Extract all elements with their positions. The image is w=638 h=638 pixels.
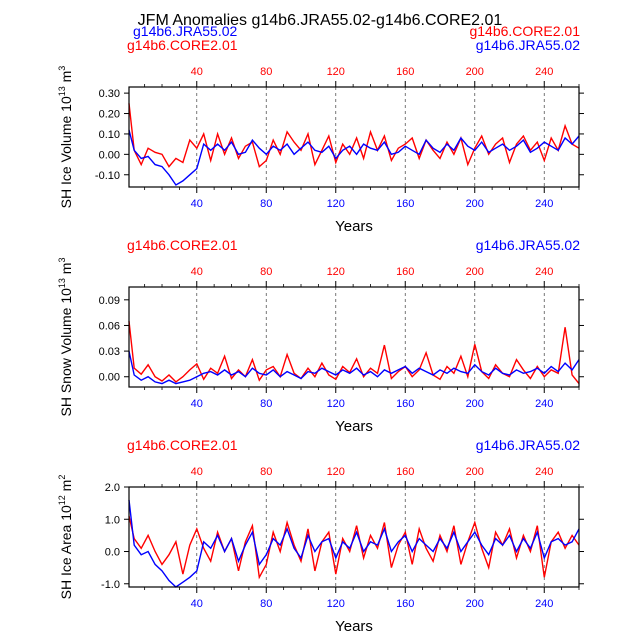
legend-right-0: g14b6.JRA55.02 [476, 437, 581, 453]
x-axis-label: Years [335, 618, 373, 635]
x-tick-label-bottom: 120 [327, 398, 345, 410]
x-tick-label-bottom: 160 [396, 198, 414, 210]
y-tick-label: 0.00 [99, 372, 120, 384]
x-tick-label-top: 80 [260, 66, 272, 78]
x-tick-label-bottom: 200 [466, 598, 484, 610]
legend-left-0: g14b6.CORE2.01 [127, 437, 238, 453]
legend-left-0: g14b6.JRA55.02 [133, 23, 238, 39]
y-tick-label: 0.09 [99, 295, 120, 307]
y-tick-label: 1.0 [105, 514, 120, 526]
plot-frame [128, 86, 580, 188]
x-tick-label-bottom: 120 [327, 198, 345, 210]
plot-frame [128, 286, 580, 388]
legend-right-0: g14b6.JRA55.02 [476, 237, 581, 253]
x-tick-label-top: 160 [396, 266, 414, 278]
y-tick-label: 0.0 [105, 547, 120, 559]
plot-frame [128, 486, 580, 588]
x-tick-label-bottom: 40 [191, 398, 203, 410]
x-tick-label-top: 40 [191, 66, 203, 78]
y-axis-label-unit: m [58, 480, 74, 496]
x-tick-label-top: 160 [396, 466, 414, 478]
y-axis-label-unit: m [58, 71, 74, 87]
series-line-g14b6-jra55-02 [128, 499, 580, 588]
y-tick-label: 0.10 [99, 129, 120, 141]
legend-right-1: g14b6.JRA55.02 [476, 37, 581, 53]
series-line-g14b6-jra55-02 [128, 350, 580, 385]
x-tick-label-bottom: 80 [260, 198, 272, 210]
y-axis-label: SH Snow Volume 1013 m3 [57, 258, 74, 417]
x-tick-label-bottom: 160 [396, 598, 414, 610]
ice-volume-panel: -0.10 0.00 0.10 0.20 0.30 40 40 80 80 120 120 160 16… [57, 23, 584, 235]
x-tick-label-bottom: 120 [327, 598, 345, 610]
x-tick-label-bottom: 240 [535, 598, 553, 610]
y-axis-label-unit-exponent: 3 [57, 66, 67, 71]
y-axis-label-exponent: 13 [57, 86, 67, 96]
x-tick-label-top: 200 [466, 466, 484, 478]
y-tick-label: 0.00 [99, 149, 120, 161]
x-axis-label: Years [335, 418, 373, 435]
x-tick-label-top: 200 [466, 66, 484, 78]
legend-left-0: g14b6.CORE2.01 [127, 237, 238, 253]
ice-area-panel: -1.0 0.0 1.0 2.0 40 40 80 80 120 120 160 160 200 200 2… [57, 437, 584, 635]
y-tick-label: 0.03 [99, 346, 120, 358]
x-tick-label-bottom: 40 [191, 198, 203, 210]
x-tick-label-bottom: 200 [466, 398, 484, 410]
y-axis-label-unit-exponent: 2 [57, 475, 67, 480]
figure-title: JFM Anomalies g14b6.JRA55.02-g14b6.CORE2… [138, 12, 503, 29]
x-tick-label-top: 120 [327, 66, 345, 78]
y-tick-label: 2.0 [105, 482, 120, 494]
x-tick-label-top: 80 [260, 466, 272, 478]
y-axis-label-exponent: 13 [57, 278, 67, 288]
x-tick-label-top: 240 [535, 466, 553, 478]
y-axis-label: SH Ice Area 1012 m2 [57, 475, 74, 600]
x-tick-label-bottom: 240 [535, 398, 553, 410]
x-tick-label-bottom: 160 [396, 398, 414, 410]
y-axis-label: SH Ice Volume 1013 m3 [57, 66, 74, 209]
legend-right-0: g14b6.CORE2.01 [469, 23, 580, 39]
x-tick-label-top: 120 [327, 266, 345, 278]
x-tick-label-top: 240 [535, 266, 553, 278]
y-axis-label-text: SH Ice Volume 10 [58, 96, 74, 208]
x-tick-label-bottom: 80 [260, 398, 272, 410]
x-tick-label-bottom: 240 [535, 198, 553, 210]
series-line-g14b6-jra55-02 [128, 129, 580, 186]
x-tick-label-top: 40 [191, 466, 203, 478]
x-tick-label-top: 200 [466, 266, 484, 278]
y-tick-label: 0.30 [99, 88, 120, 100]
x-tick-label-top: 40 [191, 266, 203, 278]
y-tick-label: 0.20 [99, 109, 120, 121]
snow-volume-panel: 0.00 0.03 0.06 0.09 40 40 80 80 120 120 160 160 200 2… [57, 237, 584, 435]
y-axis-label-unit: m [58, 263, 74, 279]
panels: -0.10 0.00 0.10 0.20 0.30 40 40 80 80 120 120 160 16… [57, 23, 584, 635]
y-axis-label-unit-exponent: 3 [57, 258, 67, 263]
x-axis-label: Years [335, 218, 373, 235]
y-tick-label: -0.10 [95, 170, 120, 182]
x-tick-label-top: 160 [396, 66, 414, 78]
y-axis-label-text: SH Snow Volume 10 [58, 288, 74, 417]
x-tick-label-top: 240 [535, 66, 553, 78]
y-tick-label: -1.0 [101, 579, 120, 591]
legend-left-1: g14b6.CORE2.01 [127, 37, 238, 53]
x-tick-label-bottom: 40 [191, 598, 203, 610]
y-axis-label-text: SH Ice Area 10 [58, 505, 74, 599]
y-tick-label: 0.06 [99, 320, 120, 332]
x-tick-label-bottom: 200 [466, 198, 484, 210]
y-axis-label-exponent: 12 [57, 495, 67, 505]
x-tick-label-top: 120 [327, 466, 345, 478]
x-tick-label-top: 80 [260, 266, 272, 278]
series-line-g14b6-core2-01 [128, 103, 580, 168]
x-tick-label-bottom: 80 [260, 598, 272, 610]
